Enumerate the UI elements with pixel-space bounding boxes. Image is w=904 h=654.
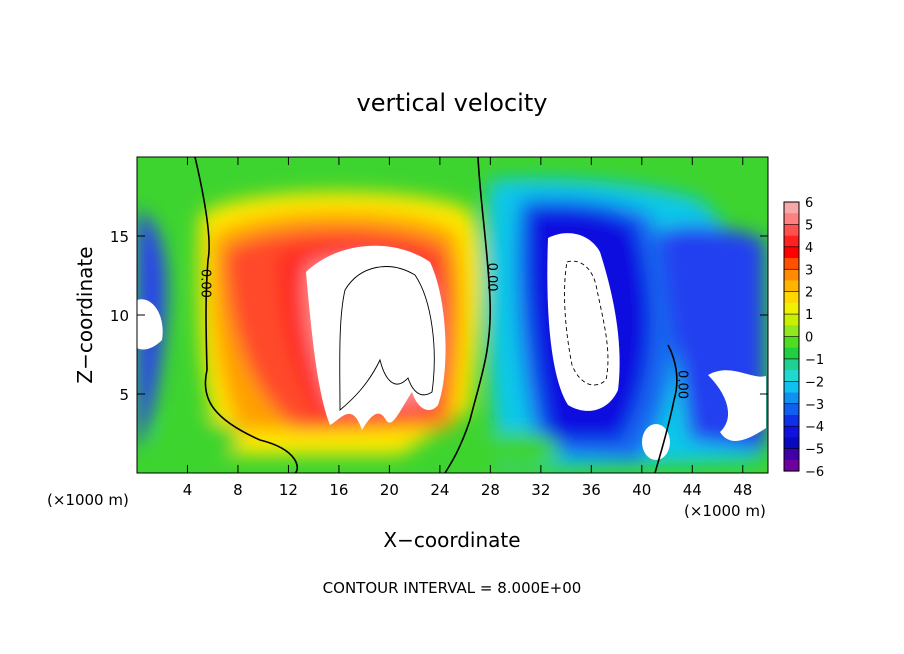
colorbar-swatch [784,202,799,214]
y-axis: 5 10 15 [110,228,768,404]
contour-labels: 0.00 0.00 0.00 [197,263,689,399]
contour-label: 0.00 [674,370,689,399]
colorbar-tick-label: −2 [805,375,824,390]
colorbar-swatch [784,358,799,371]
y-axis-label: Z−coordinate [73,246,97,383]
x-tick-label: 48 [733,481,752,499]
colorbar-swatch [784,437,799,450]
contour-label: 0.00 [484,263,499,292]
y-tick-label: 10 [110,307,129,325]
colorbar-swatch [784,426,799,438]
x-tick-label: 40 [632,481,651,499]
colorbar-swatch [784,414,799,427]
colorbar-swatch [784,224,799,237]
downdraft-core-right [708,370,766,441]
downdraft-core [547,233,620,411]
contour-label: 0.00 [197,269,212,298]
contour-label-text: 0.00 [484,263,499,292]
colorbar-swatch [784,392,799,405]
colorbar-swatch [784,403,799,416]
y-tick-label: 15 [110,228,129,246]
colorbar-swatch [784,314,799,326]
contour-label-text: 0.00 [197,269,212,298]
colorbar-tick-label: 3 [805,263,813,278]
colorbar-swatch [784,336,799,349]
colorbar-swatch [784,325,799,338]
colorbar-tick-label: −5 [805,443,824,458]
colorbar-tick-label: −3 [805,398,824,413]
colorbar-swatch [784,213,799,226]
x-tick-label: 12 [279,481,298,499]
updraft-core-small [642,424,670,460]
x-unit-left: (×1000 m) [47,491,129,509]
colorbar-swatch [784,448,799,461]
colorbar-tick-label: −4 [805,420,824,435]
colorbar-swatch [784,280,799,293]
contour-interval-footer: CONTOUR INTERVAL = 8.000E+00 [323,579,582,597]
colorbar: 6 5 4 3 2 1 0 −1 −2 −3 −4 −5 −6 [783,196,824,480]
downdraft-core-left [137,299,163,350]
colorbar-tick-label: 4 [805,241,813,256]
colorbar-swatch [784,269,799,282]
x-axis-label: X−coordinate [383,528,520,552]
x-tick-label: 24 [430,481,449,499]
colorbar-swatch [784,235,799,248]
chart-title: vertical velocity [357,89,548,117]
x-tick-label: 44 [683,481,702,499]
x-tick-label: 32 [531,481,550,499]
colorbar-tick-label: −1 [805,353,824,368]
x-axis: 4 8 12 16 20 24 28 32 36 40 44 48 [183,157,752,499]
colorbar-tick-label: 6 [805,196,813,211]
x-tick-label: 36 [582,481,601,499]
colorbar-tick-label: 5 [805,218,813,233]
y-tick-label: 5 [119,386,129,404]
updraft-core [306,245,446,430]
contour-label-text: 0.00 [674,370,689,399]
colorbar-tick-label: 1 [805,308,813,323]
colorbar-tick-label: −6 [805,465,824,480]
heatmap-field [137,157,768,473]
x-tick-label: 4 [183,481,193,499]
colorbar-swatch [784,258,799,270]
colorbar-tick-label: 0 [805,331,813,346]
colorbar-swatch [784,302,799,315]
x-tick-label: 8 [233,481,243,499]
x-unit-right: (×1000 m) [684,502,766,520]
x-tick-label: 20 [380,481,399,499]
colorbar-swatch [784,291,799,304]
colorbar-swatch [784,246,799,259]
colorbar-swatch [784,370,799,382]
colorbar-tick-label: 2 [805,286,813,301]
colorbar-swatch [784,347,799,360]
x-tick-label: 16 [329,481,348,499]
colorbar-swatch [784,381,799,394]
colorbar-swatch [784,459,799,472]
x-tick-label: 28 [481,481,500,499]
